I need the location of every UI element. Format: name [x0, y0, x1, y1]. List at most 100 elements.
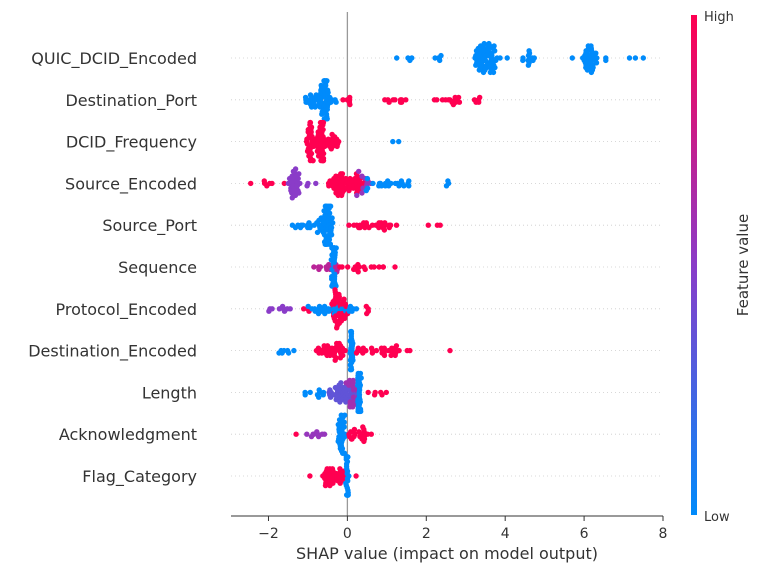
shap-point [531, 55, 537, 61]
x-tick-label: 8 [659, 526, 668, 542]
shap-point [287, 306, 293, 312]
shap-point [347, 94, 353, 101]
shap-point [296, 171, 302, 177]
shap-point [362, 266, 368, 273]
shap-point [336, 291, 342, 298]
shap-point [378, 183, 385, 189]
shap-point [332, 283, 338, 289]
shap-point [491, 43, 497, 49]
shap-point [325, 136, 331, 142]
shap-point [356, 429, 362, 435]
shap-point [363, 220, 369, 226]
shap-point [339, 396, 345, 403]
shap-point [364, 310, 370, 317]
shap-point [493, 57, 499, 64]
shap-point [281, 180, 287, 187]
shap-point [359, 190, 365, 196]
shap-point [333, 99, 339, 105]
shap-point [392, 97, 398, 103]
shap-point [300, 222, 306, 228]
shap-point [349, 338, 355, 344]
shap-point [344, 454, 350, 460]
shap-point [476, 99, 482, 105]
shap-point [338, 192, 345, 199]
shap-point [594, 55, 600, 61]
shap-point [348, 366, 355, 373]
shap-point [293, 431, 299, 437]
shap-point [296, 190, 302, 196]
x-tick-label: −2 [258, 526, 279, 542]
shap-point [307, 224, 313, 231]
shap-point [319, 157, 326, 164]
shap-point [434, 97, 440, 103]
shap-point [407, 347, 413, 354]
shap-point [350, 357, 356, 363]
shap-point [348, 328, 355, 335]
shap-point [445, 178, 451, 184]
shap-point [327, 203, 334, 209]
shap-point [371, 264, 377, 270]
shap-point [338, 318, 345, 324]
shap-point [403, 97, 409, 103]
feature-label: Length [142, 383, 197, 402]
shap-point [396, 347, 402, 354]
shap-point [349, 436, 355, 442]
shap-point [346, 473, 352, 479]
shap-point [338, 478, 345, 484]
shap-point [393, 222, 400, 228]
shap-point [603, 57, 609, 64]
shap-point [378, 220, 384, 226]
shap-point [443, 183, 450, 189]
shap-point [370, 180, 376, 187]
shap-point [321, 431, 328, 437]
shap-point [326, 261, 332, 268]
shap-point [456, 99, 463, 105]
shap-point [331, 134, 338, 140]
shap-point [334, 325, 340, 331]
shap-point [324, 343, 331, 349]
shap-point [307, 473, 313, 479]
shap-point [346, 222, 352, 228]
shap-point [314, 229, 321, 236]
shap-point [333, 245, 339, 251]
shap-point [526, 48, 532, 54]
shap-point [328, 232, 335, 238]
x-tick-label: 0 [343, 526, 352, 542]
shap-point [328, 99, 334, 105]
shap-point [398, 178, 405, 184]
shap-point [425, 222, 431, 228]
shap-point [324, 78, 330, 84]
shap-point [307, 92, 314, 98]
shap-point [307, 389, 313, 396]
shap-point [392, 264, 398, 270]
shap-point [316, 387, 322, 393]
x-tick-label: 6 [580, 526, 589, 542]
shap-point [473, 62, 479, 68]
shap-point [338, 380, 344, 386]
shap-point [336, 138, 342, 145]
shap-point [343, 399, 349, 405]
shap-point [437, 222, 443, 228]
shap-point [350, 404, 356, 410]
shap-point [314, 429, 320, 435]
shap-point [340, 97, 346, 103]
shap-point [342, 347, 348, 354]
x-tick-label: 2 [422, 526, 431, 542]
feature-label: QUIC_DCID_Encoded [31, 49, 197, 69]
shap-point [355, 269, 361, 275]
x-axis-label: SHAP value (impact on model output) [296, 544, 598, 563]
shap-point [349, 308, 355, 314]
shap-point [345, 264, 351, 270]
shap-point [447, 347, 453, 354]
shap-point [640, 55, 646, 61]
shap-point [368, 431, 374, 437]
feature-label: Destination_Encoded [28, 342, 197, 362]
shap-point [388, 180, 394, 187]
shap-point [328, 146, 334, 152]
shap-point [343, 175, 349, 182]
shap-point [317, 264, 324, 270]
shap-point [269, 306, 275, 312]
shap-point [291, 347, 297, 354]
feature-label: Destination_Port [65, 91, 197, 111]
feature-label: Source_Encoded [65, 174, 197, 194]
